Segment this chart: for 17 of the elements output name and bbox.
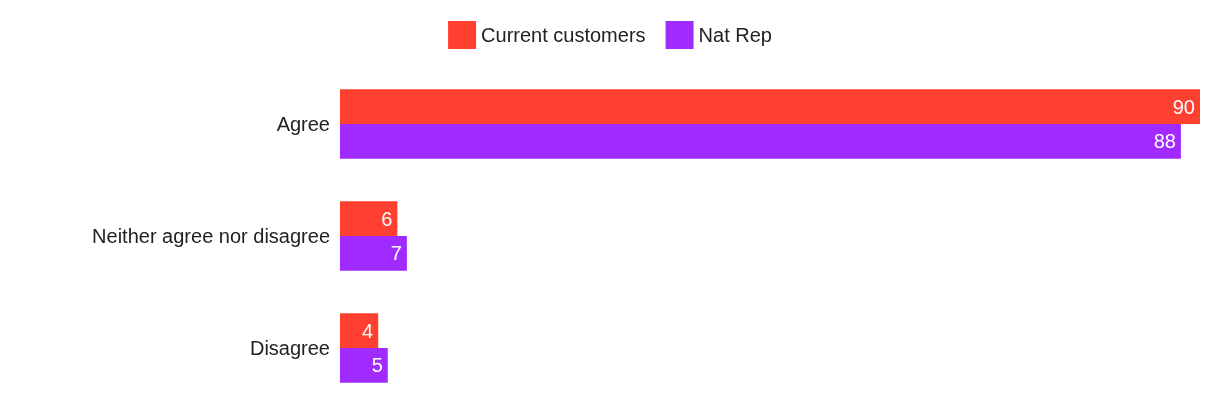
data-label: 6 bbox=[381, 207, 393, 230]
y-tick-label: Disagree bbox=[249, 337, 330, 359]
bar bbox=[340, 313, 379, 348]
legend-label: Nat Rep bbox=[698, 24, 772, 46]
data-label: 5 bbox=[371, 354, 383, 377]
data-label: 7 bbox=[390, 242, 402, 265]
bar bbox=[340, 348, 388, 383]
legend-label: Current customers bbox=[481, 24, 646, 46]
bar bbox=[340, 201, 398, 236]
bar bbox=[340, 124, 1181, 159]
data-label: 90 bbox=[1172, 95, 1195, 118]
bar bbox=[340, 236, 407, 271]
y-tick-label: Neither agree nor disagree bbox=[92, 225, 330, 247]
y-tick-label: Agree bbox=[276, 113, 330, 135]
bar bbox=[340, 89, 1200, 124]
data-label: 88 bbox=[1153, 130, 1176, 153]
data-label: 4 bbox=[362, 319, 374, 342]
